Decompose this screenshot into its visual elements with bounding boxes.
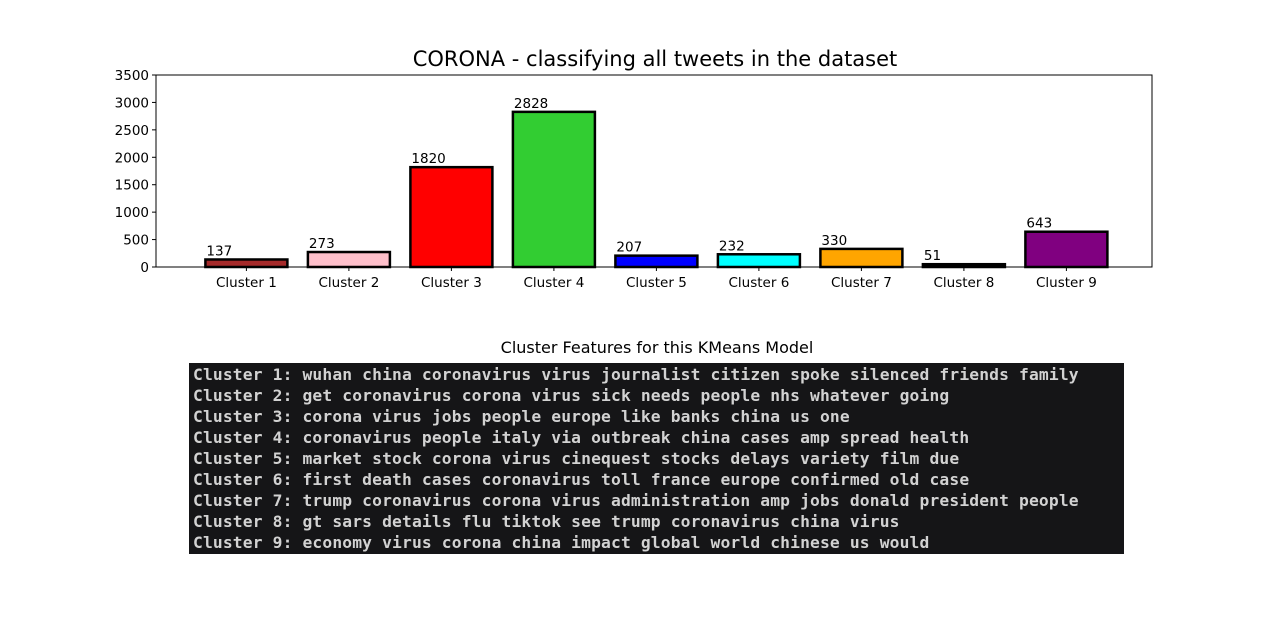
x-tick-label: Cluster 1: [216, 275, 277, 291]
bar: [1024, 230, 1109, 269]
x-tick-label: Cluster 8: [934, 275, 995, 291]
plot-frame: [155, 74, 1153, 268]
cluster-feature-line: Cluster 8: gt sars details flu tiktok se…: [193, 512, 900, 531]
cluster-feature-line: Cluster 1: wuhan china coronavirus virus…: [193, 365, 1079, 384]
bar: [716, 253, 802, 269]
x-tick-label: Cluster 6: [729, 275, 790, 291]
data-label: 643: [1026, 216, 1052, 232]
bars: [204, 110, 1109, 269]
cluster-feature-line: Cluster 9: economy virus corona china im…: [193, 533, 930, 552]
bar-chart: CORONA - classifying all tweets in the d…: [115, 47, 1153, 291]
features-panel-title: Cluster Features for this KMeans Model: [500, 338, 814, 357]
y-tick-label: 3000: [115, 95, 149, 111]
cluster-feature-line: Cluster 4: coronavirus people italy via …: [193, 428, 970, 447]
cluster-feature-line: Cluster 3: corona virus jobs people euro…: [193, 407, 850, 426]
data-labels: 137 273 1820 2828 207 232 330 51 643: [206, 96, 1052, 264]
x-axis: Cluster 1 Cluster 2 Cluster 3 Cluster 4 Clus…: [216, 267, 1097, 291]
data-label: 232: [719, 238, 745, 254]
data-label: 330: [821, 233, 847, 249]
bar: [204, 258, 289, 269]
data-label: 273: [309, 236, 335, 252]
x-tick-label: Cluster 2: [319, 275, 380, 291]
data-label: 137: [206, 243, 232, 259]
x-tick-label: Cluster 7: [831, 275, 892, 291]
bar: [511, 110, 597, 269]
x-tick-label: Cluster 4: [524, 275, 585, 291]
y-tick-label: 0: [140, 260, 149, 276]
x-tick-label: Cluster 9: [1036, 275, 1097, 291]
x-tick-label: Cluster 5: [626, 275, 687, 291]
cluster-feature-line: Cluster 6: first death cases coronavirus…: [193, 470, 970, 489]
y-tick-label: 2000: [115, 150, 149, 166]
bar: [306, 250, 392, 269]
data-label: 2828: [514, 96, 548, 112]
y-tick-label: 2500: [115, 123, 149, 139]
data-label: 1820: [411, 151, 445, 167]
cluster-feature-line: Cluster 7: trump coronavirus corona viru…: [193, 491, 1079, 510]
chart-title: CORONA - classifying all tweets in the d…: [413, 47, 898, 71]
y-tick-label: 1000: [115, 205, 149, 221]
cluster-feature-line: Cluster 2: get coronavirus corona virus …: [193, 386, 950, 405]
y-tick-label: 500: [123, 233, 149, 249]
features-console: Cluster 1: wuhan china coronavirus virus…: [189, 363, 1124, 554]
bar: [819, 247, 904, 269]
y-tick-label: 3500: [115, 68, 149, 84]
cluster-feature-line: Cluster 5: market stock corona virus cin…: [193, 449, 960, 468]
bar: [614, 254, 699, 269]
bar: [409, 165, 494, 269]
x-tick-label: Cluster 3: [421, 275, 482, 291]
data-label: 51: [924, 248, 941, 264]
y-tick-label: 1500: [115, 178, 149, 194]
data-label: 207: [616, 240, 642, 256]
y-axis: 0 500 1000 1500 2000 2500 3000 3500: [115, 68, 156, 276]
